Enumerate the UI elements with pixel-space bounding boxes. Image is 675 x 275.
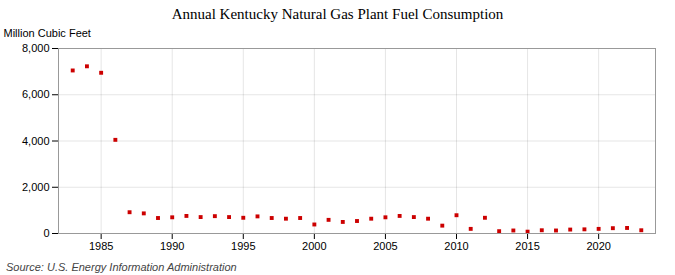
svg-text:2010: 2010: [444, 240, 468, 252]
svg-text:1985: 1985: [89, 240, 113, 252]
html-text:Annual Kentucky Natural Gas Pl: Annual Kentucky Natural Gas Plant Fuel C…: [171, 6, 504, 22]
svg-text:2000: 2000: [302, 240, 326, 252]
svg-text:6,000: 6,000: [22, 88, 50, 100]
svg-text:1995: 1995: [231, 240, 255, 252]
svg-text:2020: 2020: [586, 240, 610, 252]
svg-text:Million Cubic Feet: Million Cubic Feet: [4, 27, 91, 39]
svg-text:2,000: 2,000: [22, 181, 50, 193]
svg-text:1990: 1990: [160, 240, 184, 252]
svg-text:2015: 2015: [515, 240, 539, 252]
html-text:Source: U.S. Energy Informatio: Source: U.S. Energy Information Administ…: [6, 261, 237, 273]
svg-text:0: 0: [43, 227, 49, 239]
svg-text:2005: 2005: [373, 240, 397, 252]
svg-text:8,000: 8,000: [22, 42, 50, 54]
svg-text:4,000: 4,000: [22, 135, 50, 147]
